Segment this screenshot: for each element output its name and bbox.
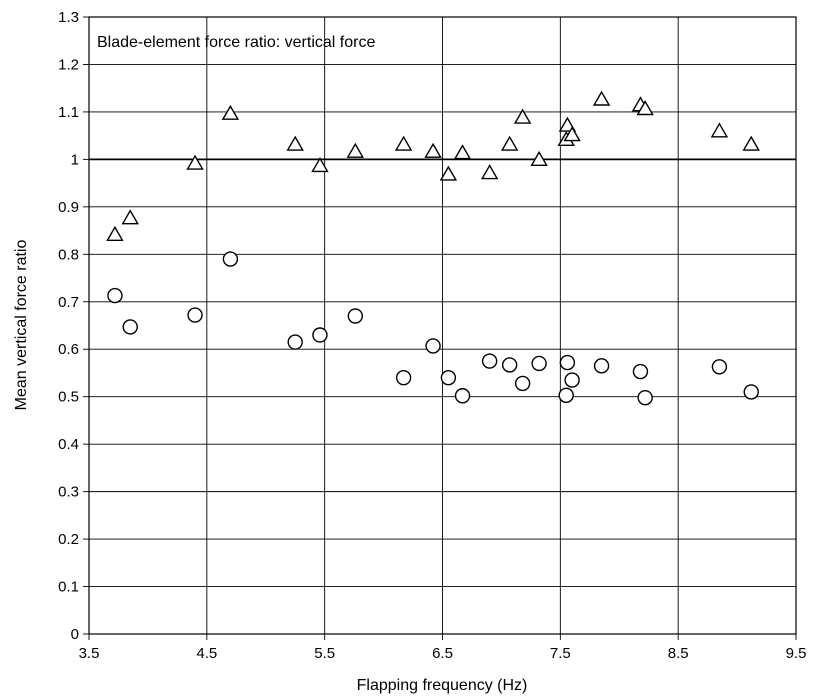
- circle-point: [501, 357, 518, 373]
- circle-point: [514, 375, 531, 392]
- circle-point: [454, 388, 471, 404]
- circle-point: [743, 384, 759, 400]
- triangle-point: [636, 100, 654, 116]
- y-tick-label: 0.4: [58, 436, 79, 453]
- triangle-point: [500, 135, 519, 151]
- triangle-point: [286, 135, 304, 151]
- grid-lines: [83, 16, 797, 640]
- triangle-point: [346, 142, 365, 158]
- triangle-point: [563, 126, 581, 142]
- y-tick-label: 0.6: [58, 341, 79, 358]
- circle-point: [440, 370, 457, 386]
- triangle-point: [439, 165, 458, 181]
- x-tick-label: 5.5: [314, 645, 335, 662]
- x-tick-label: 4.5: [196, 645, 217, 662]
- circle-point: [222, 251, 239, 267]
- triangle-point: [106, 225, 124, 241]
- x-tick-label: 6.5: [432, 645, 453, 662]
- circle-point: [637, 389, 653, 406]
- plot-frame: [88, 16, 797, 635]
- y-tick-label: 0: [71, 626, 79, 643]
- x-tick-label: 8.5: [668, 645, 689, 662]
- triangle-point: [480, 164, 499, 180]
- triangle-point: [742, 135, 760, 151]
- circle-point: [187, 307, 203, 323]
- y-tick-label: 0.7: [58, 294, 79, 311]
- circle-point: [395, 370, 412, 386]
- triangle-point: [710, 122, 729, 138]
- chart-annotation: Blade-element force ratio: vertical forc…: [97, 34, 375, 51]
- y-tick-label: 0.8: [58, 246, 79, 263]
- triangle-point: [592, 90, 611, 106]
- circle-point: [122, 319, 138, 335]
- y-tick-label: 0.5: [58, 389, 79, 406]
- y-axis-title: Mean vertical force ratio: [13, 240, 30, 411]
- x-tick-label: 3.5: [79, 645, 100, 662]
- circle-point: [564, 372, 580, 388]
- triangle-point: [530, 150, 548, 166]
- circle-point: [312, 327, 328, 343]
- y-tick-label: 1.2: [58, 56, 79, 73]
- y-tick-labels: 0 0.1 0.2 0.3 0.4 0.5 0.6 0.7 0.8 0.9 1 1.1 1.2 1.3: [58, 9, 79, 643]
- triangle-point: [394, 135, 413, 151]
- circle-point: [107, 287, 123, 304]
- circle-point: [593, 358, 610, 374]
- y-tick-label: 0.3: [58, 484, 79, 501]
- triangle-point: [186, 154, 204, 170]
- circle-point: [632, 363, 649, 380]
- circle-point: [531, 355, 547, 372]
- circle-point: [559, 354, 576, 371]
- triangle-point: [311, 157, 329, 173]
- y-tick-label: 1.3: [58, 9, 79, 26]
- circle-point: [558, 387, 574, 403]
- triangle-point: [513, 108, 532, 124]
- y-tick-label: 1.1: [58, 104, 79, 121]
- x-axis-title: Flapping frequency (Hz): [357, 677, 528, 694]
- circle-point: [287, 334, 303, 350]
- data-points: [106, 90, 760, 406]
- y-tick-label: 1: [71, 151, 79, 168]
- y-tick-label: 0.1: [58, 579, 79, 596]
- circle-point: [425, 338, 441, 354]
- x-tick-labels: 3.5 4.5 5.5 6.5 7.5 8.5 9.5: [79, 645, 807, 662]
- y-tick-label: 0.9: [58, 199, 79, 216]
- x-tick-label: 7.5: [550, 645, 571, 662]
- triangle-point: [424, 142, 442, 158]
- circle-point: [711, 359, 728, 375]
- triangle-point: [558, 116, 577, 132]
- x-tick-label: 9.5: [786, 645, 807, 662]
- triangle-point: [453, 144, 472, 160]
- circle-point: [347, 308, 364, 324]
- triangle-point: [121, 209, 139, 225]
- triangle-point: [221, 104, 240, 120]
- circle-point: [481, 353, 498, 369]
- y-tick-label: 0.2: [58, 531, 79, 548]
